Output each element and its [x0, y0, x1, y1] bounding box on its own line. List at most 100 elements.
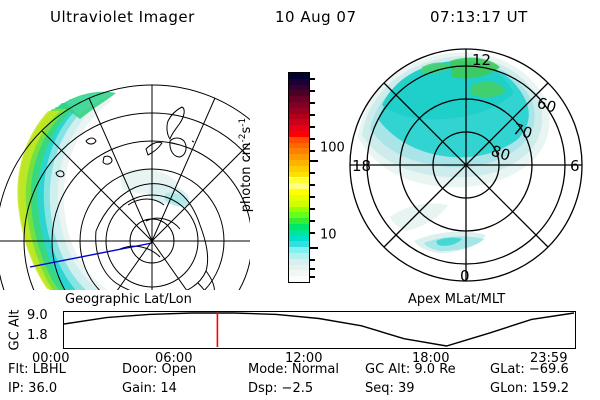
- apex-panel-caption: Apex MLat/MLT: [408, 292, 506, 307]
- colorbar-segment: [289, 212, 309, 219]
- colorbar-minor-tick: [310, 114, 315, 116]
- colorbar-segment: [289, 177, 309, 184]
- observation-time: 07:13:17 UT: [430, 8, 528, 26]
- colorbar-segment: [289, 84, 309, 91]
- geographic-map-panel[interactable]: [0, 45, 250, 290]
- colorbar-segment: [289, 276, 309, 282]
- colorbar-tick-marks: [310, 72, 320, 283]
- instrument-title: Ultraviolet Imager: [50, 8, 195, 26]
- colorbar-segment: [289, 148, 309, 155]
- mlt-label-12: 12: [472, 51, 491, 69]
- colorbar-minor-tick: [310, 126, 315, 128]
- mlt-label-6: 6: [570, 157, 580, 175]
- apex-dial-svg: 12 18 6 0 60 70 80: [349, 48, 583, 285]
- orbit-x-tick-2: 12:00: [285, 351, 323, 366]
- colorbar-segment: [289, 165, 309, 172]
- colorbar-segment: [289, 102, 309, 108]
- colorbar-segment: [289, 206, 309, 213]
- status-gain: Gain: 14: [122, 381, 177, 396]
- status-ip: IP: 36.0: [8, 381, 58, 396]
- orbit-plot-frame: [63, 311, 576, 349]
- colorbar-segment: [289, 218, 309, 224]
- colorbar-segment: [289, 154, 309, 161]
- mlat-label-80: 80: [489, 142, 513, 165]
- colorbar-segment: [289, 136, 309, 143]
- colorbar-minor-tick: [310, 276, 315, 278]
- header-bar: Ultraviolet Imager 10 Aug 07 07:13:17 UT: [0, 5, 600, 31]
- status-gc-alt: GC Alt: 9.0 Re: [365, 362, 456, 377]
- apex-mlat-mlt-panel[interactable]: 12 18 6 0 60 70 80: [340, 45, 600, 290]
- colorbar-minor-tick: [310, 220, 315, 222]
- colorbar-minor-tick: [310, 90, 315, 92]
- orbit-x-tick-3: 18:00: [412, 351, 450, 366]
- mlat-label-70: 70: [511, 120, 535, 143]
- colorbar-segment: [289, 241, 309, 248]
- colorbar-segment: [289, 247, 309, 253]
- colorbar-major-tick: [310, 160, 318, 162]
- orbit-altitude-plot[interactable]: GC Alt 9.0 1.8 00:00 06:00 12:00 18:00 2…: [0, 306, 600, 366]
- colorbar-minor-tick: [310, 259, 315, 261]
- colorbar-minor-tick: [310, 138, 315, 140]
- colorbar-segment: [289, 252, 309, 259]
- aurora-emission-layer: [17, 91, 190, 290]
- colorbar-minor-tick: [310, 196, 315, 198]
- colorbar-segment: [289, 107, 309, 114]
- colorbar-segment: [289, 189, 309, 195]
- orbit-altitude-curve: [64, 312, 574, 347]
- orbit-x-tick-1: 06:00: [155, 351, 193, 366]
- colorbar-label-100: 100: [320, 140, 345, 156]
- status-row-1: Flt: LBHL Door: Open Mode: Normal GC Alt…: [0, 362, 600, 379]
- colorbar-segment: [289, 235, 309, 242]
- status-mode: Mode: Normal: [248, 362, 339, 377]
- colorbar-segment: [289, 96, 309, 103]
- terminator-line: [29, 242, 153, 268]
- longitude-graticule: [0, 85, 250, 290]
- colorbar-segment: [289, 194, 309, 201]
- colorbar-minor-tick: [310, 172, 315, 174]
- colorbar-segment: [289, 73, 309, 79]
- colorbar-segment: [289, 142, 309, 149]
- status-block: Flt: LBHL Door: Open Mode: Normal GC Alt…: [0, 362, 600, 400]
- colorbar-major-tick: [310, 247, 318, 249]
- colorbar-minor-tick: [310, 232, 315, 234]
- colorbar-segment: [289, 78, 309, 85]
- colorbar-minor-tick: [310, 78, 315, 80]
- colorbar-segment: [289, 264, 309, 271]
- colorbar-minor-tick: [310, 184, 315, 186]
- colorbar-segment: [289, 160, 309, 166]
- colorbar-segment: [289, 183, 309, 190]
- colorbar-segment: [289, 125, 309, 132]
- status-glat: GLat: −69.6: [490, 362, 569, 377]
- colorbar-segment: [289, 131, 309, 137]
- apex-aurora-layer: [358, 52, 550, 253]
- status-seq: Seq: 39: [365, 381, 415, 396]
- status-row-2: IP: 36.0 Gain: 14 Dsp: −2.5 Seq: 39 GLon…: [0, 381, 600, 398]
- mlt-label-18: 18: [352, 157, 371, 175]
- orbit-x-tick-4: 23:59: [530, 351, 568, 366]
- colorbar-segment: [289, 90, 309, 97]
- colorbar-minor-tick: [310, 102, 315, 104]
- orbit-track-svg: [64, 312, 574, 347]
- mlat-label-60: 60: [535, 94, 559, 117]
- status-door: Door: Open: [122, 362, 197, 377]
- status-dsp: Dsp: −2.5: [248, 381, 314, 396]
- coastline-outlines: [55, 106, 215, 290]
- geographic-panel-caption: Geographic Lat/Lon: [65, 292, 192, 307]
- colorbar-minor-tick: [310, 268, 315, 270]
- colorbar-segment: [289, 200, 309, 207]
- colorbar-label-10: 10: [320, 227, 337, 243]
- colorbar-segment: [289, 270, 309, 277]
- mlt-label-0: 0: [460, 267, 470, 285]
- colorbar-gradient-box: [288, 72, 310, 283]
- status-filter: Flt: LBHL: [8, 362, 66, 377]
- colorbar-segment: [289, 229, 309, 236]
- status-glon: GLon: 159.2: [490, 381, 570, 396]
- colorbar-minor-tick: [310, 150, 315, 152]
- colorbar-segment: [289, 119, 309, 126]
- colorbar-segment: [289, 113, 309, 120]
- colorbar: photon cm-2s-1 100 10: [238, 60, 345, 295]
- colorbar-segment: [289, 223, 309, 230]
- observation-date: 10 Aug 07: [275, 8, 357, 26]
- orbit-y-axis-label: GC Alt: [7, 309, 23, 351]
- orbit-x-tick-0: 00:00: [32, 351, 70, 366]
